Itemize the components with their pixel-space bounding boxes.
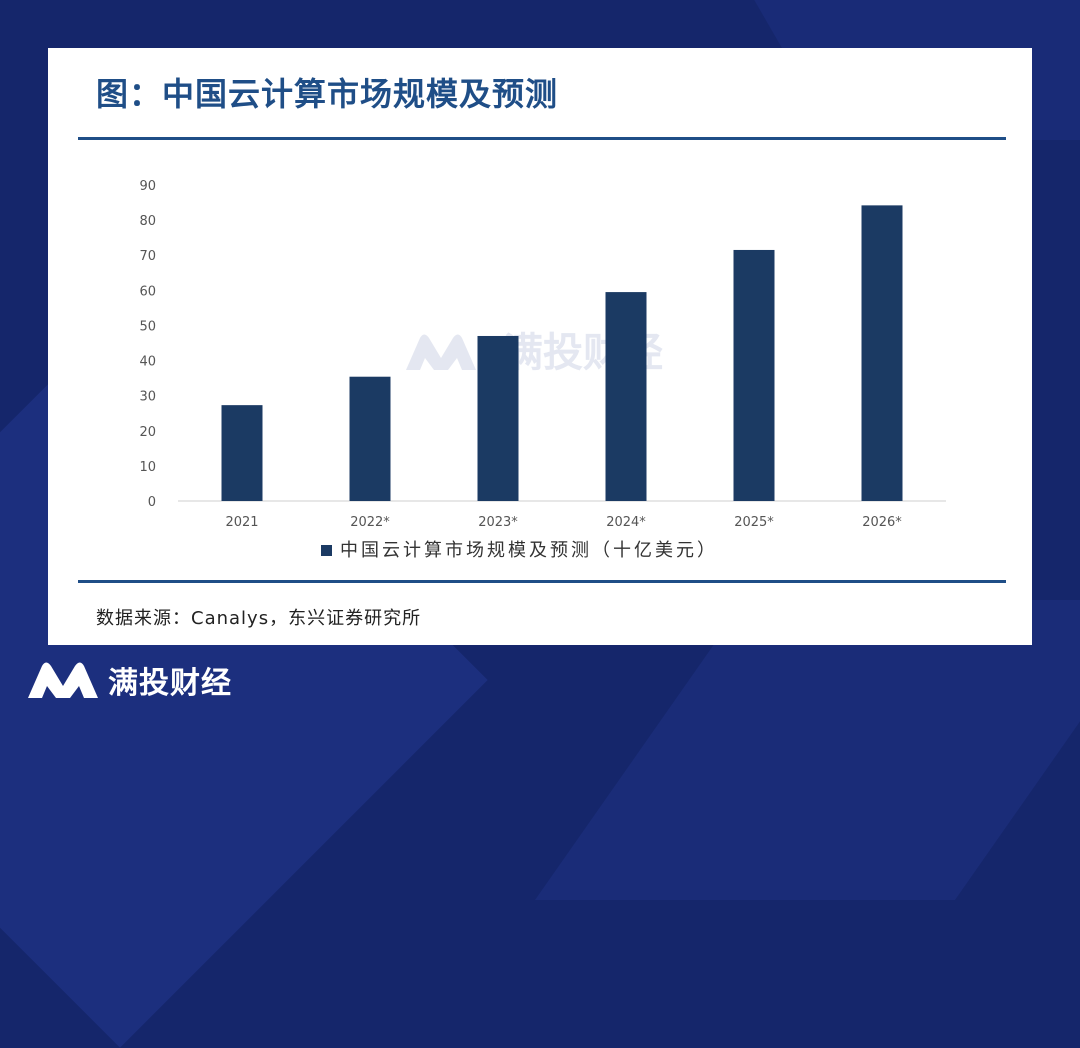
y-tick-label: 10 — [139, 460, 156, 475]
chart-card: 图：中国云计算市场规模及预测 满投财经 0 10 20 30 40 50 60 70 80 90 … — [48, 48, 1032, 645]
bar — [861, 205, 903, 501]
y-tick-label: 60 — [139, 284, 156, 299]
bar — [477, 335, 519, 501]
x-tick-label: 2024* — [606, 515, 646, 530]
brand-footer: 满投财经 — [26, 658, 232, 702]
bars — [221, 205, 903, 501]
background-shape — [534, 600, 1080, 900]
y-axis: 0 10 20 30 40 50 60 70 80 90 — [139, 179, 156, 510]
y-tick-label: 70 — [139, 249, 156, 264]
source-divider — [78, 580, 1006, 583]
x-axis: 2021 2022* 2023* 2024* 2025* 2026* — [225, 515, 902, 530]
brand-name: 满投财经 — [108, 666, 232, 701]
page-title: 图：中国云计算市场规模及预测 — [96, 75, 559, 113]
bar — [221, 405, 263, 501]
x-tick-label: 2023* — [478, 515, 518, 530]
y-tick-label: 40 — [139, 355, 156, 370]
y-tick-label: 80 — [139, 214, 156, 229]
m-logo-icon — [28, 662, 98, 698]
legend-label: 中国云计算市场规模及预测（十亿美元） — [340, 540, 718, 561]
y-tick-label: 30 — [139, 390, 156, 405]
x-tick-label: 2022* — [350, 515, 390, 530]
y-tick-label: 50 — [139, 319, 156, 334]
legend: 中国云计算市场规模及预测（十亿美元） — [321, 540, 718, 561]
x-tick-label: 2021 — [225, 515, 258, 530]
watermark-logo-icon — [406, 334, 476, 370]
bar — [349, 376, 391, 501]
y-tick-label: 20 — [139, 425, 156, 440]
source-note: 数据来源：Canalys，东兴证券研究所 — [96, 608, 422, 629]
legend-swatch — [321, 545, 332, 556]
title-divider — [78, 137, 1006, 140]
y-tick-label: 90 — [139, 179, 156, 194]
bar — [605, 292, 647, 501]
y-tick-label: 0 — [148, 495, 156, 510]
x-tick-label: 2026* — [862, 515, 902, 530]
x-tick-label: 2025* — [734, 515, 774, 530]
bar — [733, 249, 775, 501]
